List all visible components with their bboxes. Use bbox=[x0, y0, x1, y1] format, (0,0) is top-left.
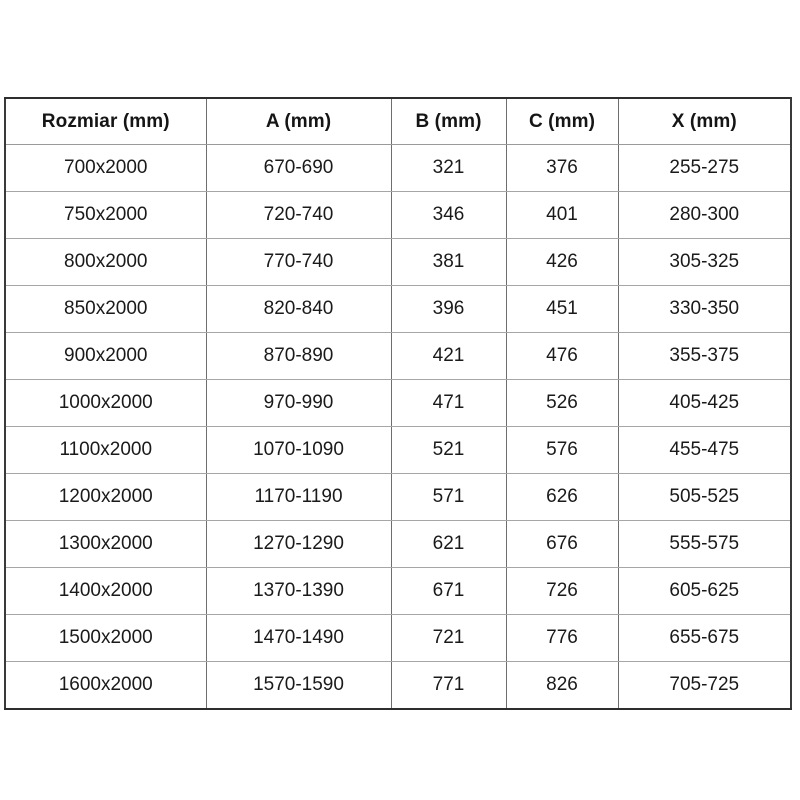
table-row: 1100x2000 1070-1090 521 576 455-475 bbox=[4, 426, 792, 474]
cell-size: 850x2000 bbox=[4, 285, 207, 333]
cell-a: 670-690 bbox=[205, 144, 392, 192]
cell-x: 255-275 bbox=[617, 144, 792, 192]
cell-b: 621 bbox=[390, 520, 507, 568]
table-header-row: Rozmiar (mm) A (mm) B (mm) C (mm) X (mm) bbox=[4, 97, 792, 145]
cell-size: 750x2000 bbox=[4, 191, 207, 239]
cell-x: 605-625 bbox=[617, 567, 792, 615]
cell-size: 1200x2000 bbox=[4, 473, 207, 521]
cell-c: 401 bbox=[505, 191, 619, 239]
cell-a: 970-990 bbox=[205, 379, 392, 427]
cell-b: 721 bbox=[390, 614, 507, 662]
cell-c: 376 bbox=[505, 144, 619, 192]
cell-b: 381 bbox=[390, 238, 507, 286]
cell-b: 471 bbox=[390, 379, 507, 427]
cell-b: 346 bbox=[390, 191, 507, 239]
cell-size: 1400x2000 bbox=[4, 567, 207, 615]
table-row: 900x2000 870-890 421 476 355-375 bbox=[4, 332, 792, 380]
cell-c: 426 bbox=[505, 238, 619, 286]
cell-c: 451 bbox=[505, 285, 619, 333]
cell-c: 776 bbox=[505, 614, 619, 662]
cell-x: 330-350 bbox=[617, 285, 792, 333]
cell-x: 305-325 bbox=[617, 238, 792, 286]
cell-c: 576 bbox=[505, 426, 619, 474]
cell-size: 1600x2000 bbox=[4, 661, 207, 710]
column-header-x: X (mm) bbox=[617, 97, 792, 145]
cell-b: 571 bbox=[390, 473, 507, 521]
cell-a: 1570-1590 bbox=[205, 661, 392, 710]
cell-x: 280-300 bbox=[617, 191, 792, 239]
cell-x: 655-675 bbox=[617, 614, 792, 662]
column-header-b: B (mm) bbox=[390, 97, 507, 145]
cell-x: 705-725 bbox=[617, 661, 792, 710]
column-header-c: C (mm) bbox=[505, 97, 619, 145]
cell-a: 1070-1090 bbox=[205, 426, 392, 474]
table-row: 700x2000 670-690 321 376 255-275 bbox=[4, 144, 792, 192]
column-header-size: Rozmiar (mm) bbox=[4, 97, 207, 145]
cell-size: 900x2000 bbox=[4, 332, 207, 380]
cell-b: 671 bbox=[390, 567, 507, 615]
cell-size: 1300x2000 bbox=[4, 520, 207, 568]
table-row: 1300x2000 1270-1290 621 676 555-575 bbox=[4, 520, 792, 568]
cell-b: 321 bbox=[390, 144, 507, 192]
column-header-a: A (mm) bbox=[205, 97, 392, 145]
cell-a: 1170-1190 bbox=[205, 473, 392, 521]
cell-x: 355-375 bbox=[617, 332, 792, 380]
cell-c: 526 bbox=[505, 379, 619, 427]
dimensions-table: Rozmiar (mm) A (mm) B (mm) C (mm) X (mm)… bbox=[4, 97, 792, 710]
cell-a: 720-740 bbox=[205, 191, 392, 239]
dimensions-table-container: Rozmiar (mm) A (mm) B (mm) C (mm) X (mm)… bbox=[4, 97, 792, 710]
cell-c: 676 bbox=[505, 520, 619, 568]
cell-size: 1100x2000 bbox=[4, 426, 207, 474]
table-row: 1500x2000 1470-1490 721 776 655-675 bbox=[4, 614, 792, 662]
cell-size: 700x2000 bbox=[4, 144, 207, 192]
table-row: 1400x2000 1370-1390 671 726 605-625 bbox=[4, 567, 792, 615]
cell-b: 771 bbox=[390, 661, 507, 710]
table-row: 1200x2000 1170-1190 571 626 505-525 bbox=[4, 473, 792, 521]
cell-x: 405-425 bbox=[617, 379, 792, 427]
cell-x: 505-525 bbox=[617, 473, 792, 521]
cell-x: 555-575 bbox=[617, 520, 792, 568]
cell-b: 396 bbox=[390, 285, 507, 333]
cell-size: 1500x2000 bbox=[4, 614, 207, 662]
table-row: 850x2000 820-840 396 451 330-350 bbox=[4, 285, 792, 333]
cell-a: 1270-1290 bbox=[205, 520, 392, 568]
cell-c: 476 bbox=[505, 332, 619, 380]
table-header: Rozmiar (mm) A (mm) B (mm) C (mm) X (mm) bbox=[4, 97, 792, 145]
table-row: 1000x2000 970-990 471 526 405-425 bbox=[4, 379, 792, 427]
table-row: 800x2000 770-740 381 426 305-325 bbox=[4, 238, 792, 286]
cell-a: 1470-1490 bbox=[205, 614, 392, 662]
cell-a: 820-840 bbox=[205, 285, 392, 333]
table-row: 1600x2000 1570-1590 771 826 705-725 bbox=[4, 661, 792, 710]
cell-x: 455-475 bbox=[617, 426, 792, 474]
cell-c: 626 bbox=[505, 473, 619, 521]
cell-size: 1000x2000 bbox=[4, 379, 207, 427]
table-body: 700x2000 670-690 321 376 255-275 750x200… bbox=[4, 144, 792, 710]
table-row: 750x2000 720-740 346 401 280-300 bbox=[4, 191, 792, 239]
cell-c: 726 bbox=[505, 567, 619, 615]
cell-a: 1370-1390 bbox=[205, 567, 392, 615]
cell-b: 421 bbox=[390, 332, 507, 380]
cell-a: 770-740 bbox=[205, 238, 392, 286]
cell-size: 800x2000 bbox=[4, 238, 207, 286]
cell-c: 826 bbox=[505, 661, 619, 710]
cell-a: 870-890 bbox=[205, 332, 392, 380]
cell-b: 521 bbox=[390, 426, 507, 474]
